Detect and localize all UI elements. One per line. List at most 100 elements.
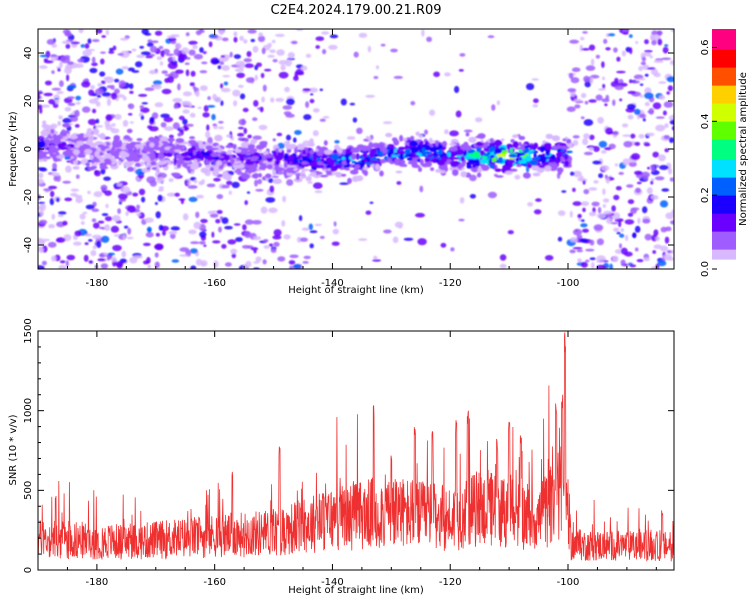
spectrogram-band-cell bbox=[132, 157, 140, 162]
spectrogram-cell bbox=[663, 101, 674, 108]
spectrogram-cell bbox=[263, 239, 269, 243]
spectrogram-cell bbox=[101, 80, 106, 85]
spectrogram-band-cell bbox=[435, 140, 439, 147]
spectrogram-band-cell bbox=[69, 134, 78, 140]
spectrogram-cell bbox=[163, 116, 174, 123]
spectrogram-cell bbox=[154, 202, 158, 205]
spectrogram-cell bbox=[597, 116, 604, 124]
spectrogram-band-cell bbox=[293, 157, 298, 164]
spectrogram-cell bbox=[59, 260, 66, 264]
spectrogram-band-cell bbox=[277, 151, 281, 158]
spectrogram-band-cell bbox=[217, 147, 223, 153]
spectrogram-cell bbox=[234, 68, 244, 73]
spectrogram-cell bbox=[224, 225, 233, 230]
spectrogram-cell bbox=[261, 47, 266, 55]
spectrogram-cell bbox=[154, 244, 164, 250]
spectrogram-band-cell bbox=[350, 169, 359, 175]
spectrogram-cell bbox=[622, 123, 629, 128]
spectrogram-cell bbox=[244, 200, 248, 206]
spectrogram-cell bbox=[128, 104, 132, 107]
colorbar-step bbox=[712, 229, 736, 232]
spectrogram-band-cell bbox=[205, 164, 211, 168]
spectrogram-xtick-label: -100 bbox=[557, 278, 580, 289]
spectrogram-band-cell bbox=[167, 138, 175, 142]
spectrogram-cell bbox=[217, 65, 222, 70]
spectrogram-cell bbox=[220, 100, 224, 106]
spectrogram-band-cell bbox=[50, 129, 55, 134]
colorbar-step bbox=[712, 165, 736, 168]
spectrogram-cell bbox=[43, 188, 53, 192]
spectrogram-cell bbox=[122, 96, 127, 101]
spectrogram-cell bbox=[628, 161, 637, 167]
spectrogram-band-cell bbox=[238, 165, 243, 169]
spectrogram-band-cell bbox=[493, 139, 503, 147]
spectrogram-cell bbox=[113, 78, 120, 83]
spectrogram-cell bbox=[93, 191, 103, 198]
spectrogram-cell bbox=[212, 93, 217, 101]
spectrogram-cell bbox=[602, 188, 606, 195]
spectrogram-panel: -180 -160 -140 -120 -100 -40 -20 0 20 40 Height o… bbox=[8, 28, 675, 296]
spectrogram-cell bbox=[644, 73, 649, 77]
spectrogram-cell bbox=[82, 106, 91, 113]
spectrogram-cell bbox=[614, 77, 619, 84]
colorbar-step bbox=[712, 143, 736, 146]
colorbar-step bbox=[712, 181, 736, 184]
spectrogram-band-cell bbox=[404, 144, 409, 150]
spectrogram-cell bbox=[491, 104, 496, 111]
spectrogram-band-cell bbox=[177, 155, 182, 160]
spectrogram-cell bbox=[410, 101, 416, 106]
spectrogram-band-cell bbox=[265, 173, 272, 179]
spectrogram-band-cell bbox=[364, 145, 372, 151]
spectrogram-cell bbox=[75, 101, 81, 105]
spectrogram-band-cell bbox=[41, 124, 50, 128]
spectrogram-cell bbox=[109, 47, 114, 51]
spectrogram-cell bbox=[582, 31, 588, 34]
spectrogram-band-cell bbox=[523, 172, 531, 179]
spectrogram-cell bbox=[143, 242, 151, 247]
spectrogram-band-cell bbox=[112, 143, 121, 148]
colorbar-step bbox=[712, 85, 736, 88]
colorbar-tick-label: 0.2 bbox=[700, 187, 711, 203]
spectrogram-band-cell bbox=[334, 144, 340, 151]
spectrogram-band-cell bbox=[99, 133, 106, 140]
colorbar-step bbox=[712, 47, 736, 50]
spectrogram-band-cell bbox=[247, 144, 255, 149]
spectrogram-cell bbox=[149, 116, 155, 123]
spectrogram-cell bbox=[647, 166, 650, 170]
spectrogram-band-cell bbox=[409, 159, 418, 163]
spectrogram-cell bbox=[188, 49, 196, 56]
spectrogram-band-cell bbox=[544, 165, 552, 172]
spectrogram-band-cell bbox=[399, 153, 404, 160]
spectrogram-cell bbox=[65, 260, 69, 267]
spectrogram-ticks: -180 -160 -140 -120 -100 -40 -20 0 20 40 bbox=[23, 29, 674, 289]
colorbar-step bbox=[712, 43, 736, 46]
spectrogram-cell bbox=[394, 221, 404, 228]
spectrogram-cell bbox=[178, 53, 188, 61]
spectrogram-cell bbox=[52, 162, 57, 170]
spectrogram-cell bbox=[75, 197, 83, 204]
spectrogram-cell bbox=[668, 167, 673, 175]
spectrogram-band-cell bbox=[274, 160, 281, 165]
spectrogram-cell bbox=[104, 190, 112, 196]
spectrogram-cell bbox=[277, 256, 286, 262]
spectrogram-band-cell bbox=[498, 156, 503, 161]
spectrogram-band-cell bbox=[504, 170, 513, 175]
spectrogram-cell bbox=[583, 75, 590, 83]
spectrogram-cell bbox=[233, 223, 241, 226]
spectrogram-cell bbox=[596, 260, 605, 263]
spectrogram-cell bbox=[244, 138, 249, 143]
spectrogram-cell bbox=[156, 176, 165, 184]
spectrogram-cell bbox=[182, 91, 192, 97]
figure-title: C2E4.2024.179.00.21.R09 bbox=[270, 3, 441, 18]
spectrogram-band-cell bbox=[345, 148, 350, 153]
spectrogram-band-cell bbox=[134, 144, 141, 149]
spectrogram-cell bbox=[582, 180, 586, 185]
spectrogram-cell bbox=[282, 195, 287, 203]
spectrogram-band-cell bbox=[424, 145, 431, 150]
spectrogram-cell bbox=[88, 239, 93, 242]
spectrogram-cell bbox=[67, 96, 75, 100]
spectrogram-cell bbox=[80, 44, 86, 48]
spectrogram-cell bbox=[496, 100, 500, 106]
spectrogram-cell bbox=[151, 112, 159, 119]
spectrogram-cell bbox=[315, 36, 325, 41]
